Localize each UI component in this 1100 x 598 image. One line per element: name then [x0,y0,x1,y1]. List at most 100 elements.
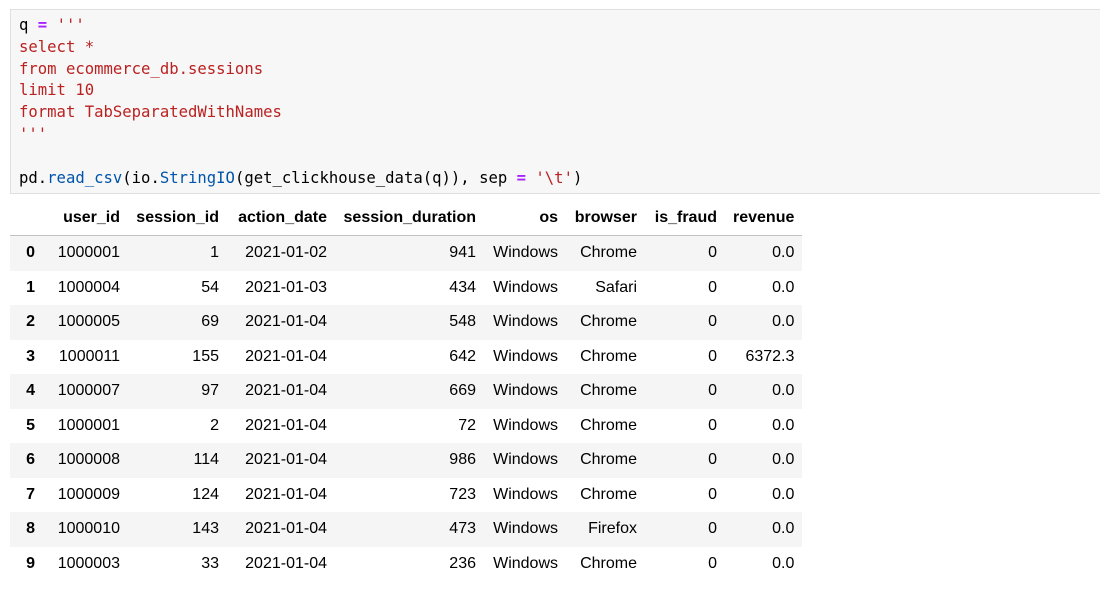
cell-session-id: 97 [201,382,219,400]
cell-action-date: 2021-01-04 [245,382,327,400]
header-is-fraud: is_fraud [645,201,725,236]
cell-session-duration: 723 [449,485,476,503]
cell-user-id: 1000001 [57,416,120,434]
cell-session-id: 54 [201,278,219,296]
cell-session-duration: 473 [449,520,476,538]
row-index: 5 [26,416,35,434]
cell-session-id: 2 [210,416,219,434]
row-index: 0 [26,244,35,262]
cell-action-date: 2021-01-02 [245,244,327,262]
cell-session-duration: 236 [449,554,476,572]
table-row: 8 1000010 143 2021-01-04 473 Windows Firefox 0 0… [10,512,803,547]
dataframe-output: user_id session_id action_date session_d… [10,201,803,581]
cell-is-fraud: 0 [708,520,717,538]
code-line-2: select * [19,37,95,56]
table-body: 0 1000001 1 2021-01-02 941 Windows Chrome 0 0.0 1… [10,235,803,581]
table-row: 5 1000001 2 2021-01-04 72 Windows Chrome 0 0.0 [10,408,803,443]
fn-stringio: StringIO [159,168,235,187]
cell-browser: Chrome [580,313,637,331]
cell-user-id: 1000005 [57,313,120,331]
code-line-3: from ecommerce_db.sessions [19,59,264,78]
cell-os: Windows [493,347,558,365]
cell-is-fraud: 0 [708,244,717,262]
cell-revenue: 6372.3 [745,347,795,365]
cell-user-id: 1000010 [57,520,120,538]
cell-browser: Chrome [580,485,637,503]
row-index: 4 [26,382,35,400]
fn-read-csv: read_csv [47,168,123,187]
cell-is-fraud: 0 [708,451,717,469]
cell-browser: Chrome [580,451,637,469]
header-index [10,201,43,236]
table-row: 1 1000004 54 2021-01-03 434 Windows Safari 0 0.0 [10,270,803,305]
var-q: q [19,16,29,34]
cell-action-date: 2021-01-04 [245,451,327,469]
cell-session-id: 33 [201,554,219,572]
cell-action-date: 2021-01-04 [245,485,327,503]
cell-is-fraud: 0 [708,347,717,365]
table-row: 7 1000009 124 2021-01-04 723 Windows Chrome 0 0.… [10,477,803,512]
cell-browser: Chrome [580,244,637,262]
cell-revenue: 0.0 [772,554,795,572]
cell-revenue: 0.0 [772,485,795,503]
kwarg-operator: = [516,168,527,187]
cell-revenue: 0.0 [772,520,795,538]
cell-os: Windows [493,485,558,503]
cell-session-id: 124 [192,485,219,503]
cell-revenue: 0.0 [772,244,795,262]
table-row: 4 1000007 97 2021-01-04 669 Windows Chrome 0 0.0 [10,374,803,409]
cell-action-date: 2021-01-04 [245,313,327,331]
row-index: 8 [26,520,35,538]
cell-session-duration: 986 [449,451,476,469]
cell-action-date: 2021-01-04 [245,416,327,434]
string-open-quotes: ''' [56,16,85,34]
cell-revenue: 0.0 [772,451,795,469]
table-row: 3 1000011 155 2021-01-04 642 Windows Chrome 0 63… [10,339,803,374]
cell-user-id: 1000004 [57,278,120,296]
cell-os: Windows [493,520,558,538]
cell-revenue: 0.0 [772,382,795,400]
code-line-4: limit 10 [19,81,95,100]
table-row: 2 1000005 69 2021-01-04 548 Windows Chrome 0 0.0 [10,305,803,340]
cell-browser: Chrome [580,416,637,434]
cell-os: Windows [493,244,558,262]
cell-user-id: 1000008 [57,451,120,469]
row-index: 3 [26,347,35,365]
cell-session-duration: 434 [449,278,476,296]
cell-action-date: 2021-01-04 [245,554,327,572]
cell-os: Windows [493,416,558,434]
row-index: 1 [26,278,35,296]
row-index: 7 [26,485,35,503]
cell-action-date: 2021-01-03 [245,278,327,296]
header-os: os [484,201,566,236]
table-row: 9 1000003 33 2021-01-04 236 Windows Chrome 0 0.0 [10,546,803,581]
cell-session-duration: 72 [458,416,476,434]
row-index: 9 [26,554,35,572]
header-user-id: user_id [43,201,128,236]
header-session-duration: session_duration [335,201,484,236]
code-line-8: pd.read_csv(io.StringIO(get_clickhouse_d… [19,168,583,187]
cell-session-id: 143 [192,520,219,538]
cell-user-id: 1000011 [58,347,120,365]
assign-operator: = [37,16,48,34]
string-tab: '\t' [535,168,573,187]
cell-browser: Chrome [580,382,637,400]
cell-session-id: 155 [192,347,219,365]
cell-user-id: 1000009 [57,485,120,503]
cell-user-id: 1000003 [57,554,120,572]
cell-os: Windows [493,451,558,469]
cell-session-duration: 669 [449,382,476,400]
call-get-clickhouse-data: get_clickhouse_data(q) [244,168,451,187]
cell-browser: Chrome [580,347,637,365]
cell-revenue: 0.0 [772,313,795,331]
cell-is-fraud: 0 [708,382,717,400]
cell-session-duration: 941 [449,244,476,262]
code-cell[interactable]: q = ''' select * from ecommerce_db.sessi… [10,9,1100,194]
cell-os: Windows [493,554,558,572]
cell-session-duration: 642 [449,347,476,365]
header-action-date: action_date [227,201,335,236]
table-row: 0 1000001 1 2021-01-02 941 Windows Chrome 0 0.0 [10,235,803,271]
code-editor[interactable]: q = ''' select * from ecommerce_db.sessi… [19,15,582,189]
table-header-row: user_id session_id action_date session_d… [10,201,803,236]
code-line-1: q = ''' [19,16,85,34]
